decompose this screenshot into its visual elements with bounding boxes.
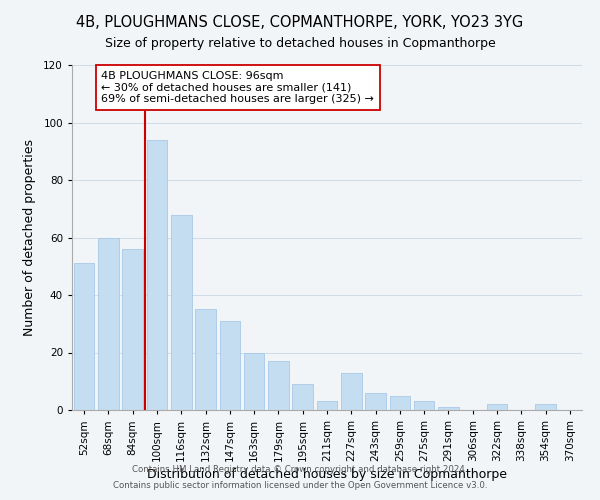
Bar [195,310,216,410]
Text: Contains HM Land Registry data © Crown copyright and database right 2024.: Contains HM Land Registry data © Crown c… [132,466,468,474]
Bar [317,402,337,410]
Bar [268,361,289,410]
Bar [98,238,119,410]
X-axis label: Distribution of detached houses by size in Copmanthorpe: Distribution of detached houses by size … [147,468,507,481]
Y-axis label: Number of detached properties: Number of detached properties [23,139,36,336]
Bar [438,407,459,410]
Bar [341,372,362,410]
Bar [171,214,191,410]
Text: 4B, PLOUGHMANS CLOSE, COPMANTHORPE, YORK, YO23 3YG: 4B, PLOUGHMANS CLOSE, COPMANTHORPE, YORK… [76,15,524,30]
Bar [122,249,143,410]
Bar [389,396,410,410]
Bar [535,404,556,410]
Bar [220,321,240,410]
Bar [292,384,313,410]
Bar [414,402,434,410]
Bar [244,352,265,410]
Bar [487,404,508,410]
Bar [74,264,94,410]
Bar [146,140,167,410]
Bar [365,393,386,410]
Text: 4B PLOUGHMANS CLOSE: 96sqm
← 30% of detached houses are smaller (141)
69% of sem: 4B PLOUGHMANS CLOSE: 96sqm ← 30% of deta… [101,71,374,104]
Text: Size of property relative to detached houses in Copmanthorpe: Size of property relative to detached ho… [104,38,496,51]
Text: Contains public sector information licensed under the Open Government Licence v3: Contains public sector information licen… [113,480,487,490]
